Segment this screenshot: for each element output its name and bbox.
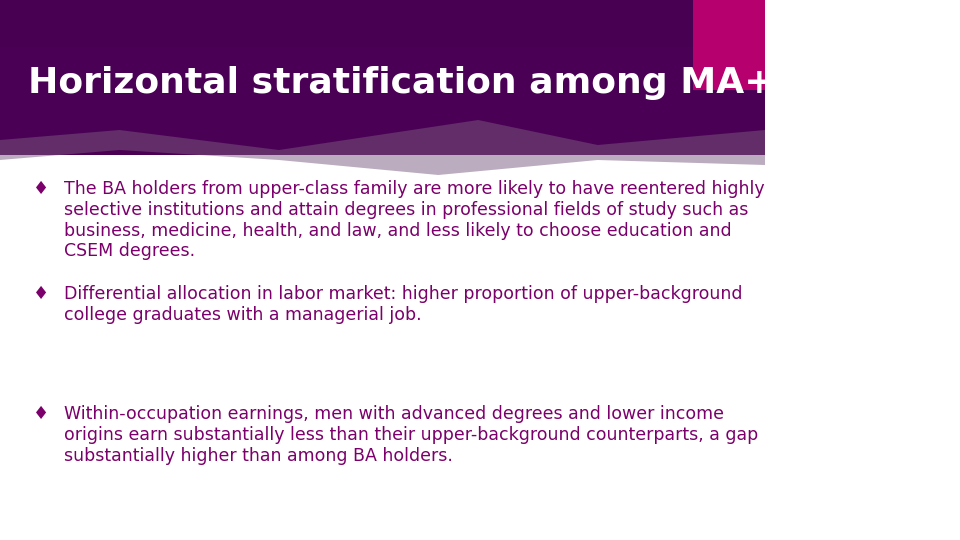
Text: Within-occupation earnings, men with advanced degrees and lower income
origins e: Within-occupation earnings, men with adv… [63,405,758,464]
PathPatch shape [0,0,765,150]
Text: ♦: ♦ [34,285,50,303]
Text: Differential allocation in labor market: higher proportion of upper-background
c: Differential allocation in labor market:… [63,285,742,324]
Bar [0,46,765,155]
Text: The BA holders from upper-class family are more likely to have reentered highly
: The BA holders from upper-class family a… [63,180,764,260]
Text: Horizontal stratification among MA+ holders: Horizontal stratification among MA+ hold… [28,65,940,99]
Bar [0,0,765,155]
Text: ♦: ♦ [34,405,50,423]
Bar [693,0,765,90]
Text: ♦: ♦ [34,180,50,198]
PathPatch shape [0,120,765,175]
